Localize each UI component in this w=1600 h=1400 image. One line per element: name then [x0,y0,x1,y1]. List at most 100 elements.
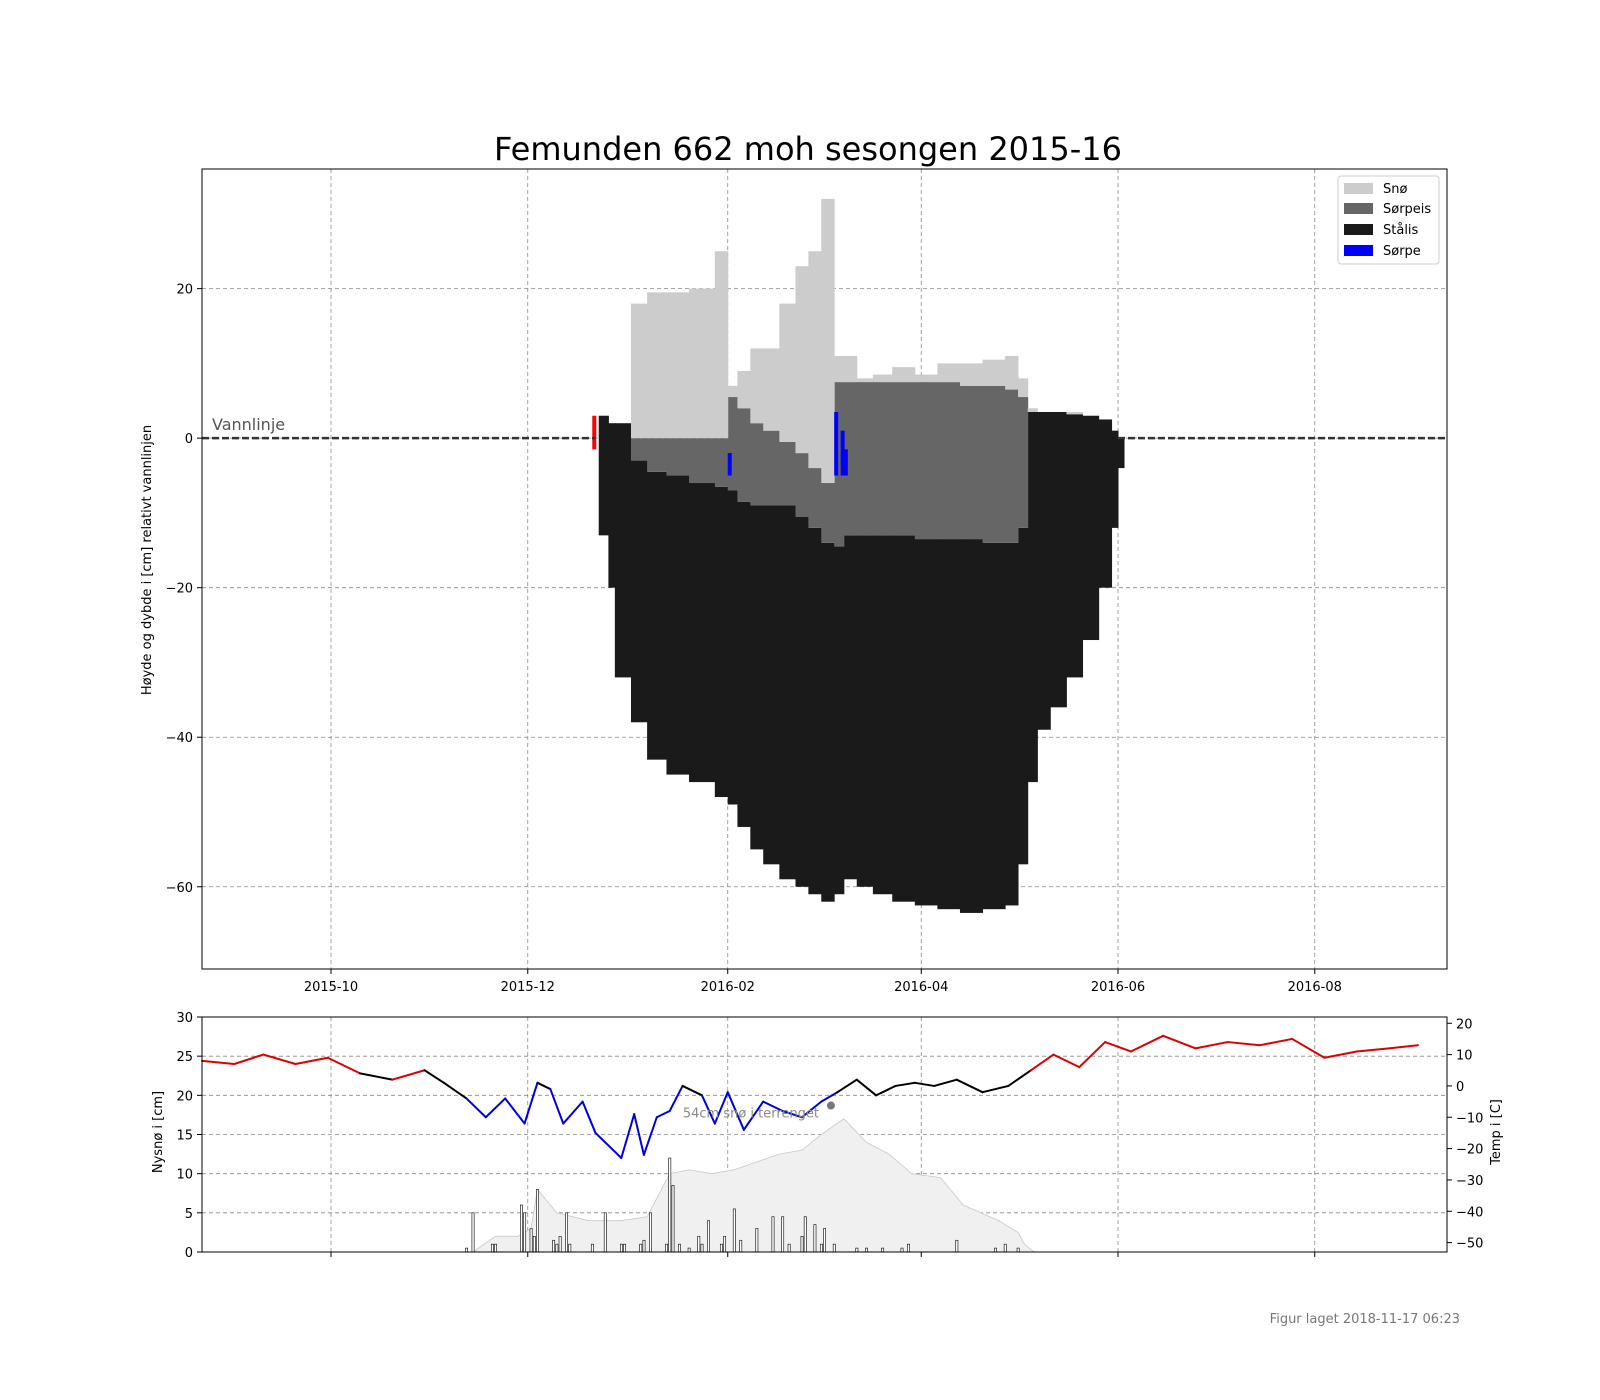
new-snow-bar-2016-02-28 [813,1224,817,1253]
bottom-y-tick-label-25: 25 [176,1050,193,1065]
temperature-segment-2015-08-22 [201,1059,236,1065]
new-snow-bar-2016-02-15 [771,1216,775,1253]
temperature-segment-2015-09-30 [326,1056,362,1075]
temperature-segment-2016-05-05 [1029,1053,1055,1072]
snow-segment-2016-01-07 [647,292,667,439]
sorpeis-segment-2016-04-06 [937,382,961,540]
new-snow-bar-2016-01-17 [678,1243,681,1253]
new-snow-bar-2015-12-25 [603,1212,607,1253]
temp-tick-label--20: −20 [1456,1143,1483,1158]
temperature-segment-2015-10-10 [359,1072,394,1081]
new-snow-bar-2016-02-18 [781,1216,785,1253]
main-ticks: 2015-10 2015-12 2016-02 2016-04 2016-06 2016-… [166,283,1342,995]
bottom-y-tick-label-10: 10 [176,1168,193,1183]
y-tick-label--20: −20 [166,582,193,597]
sorpe-bar-2016-03-08 [843,449,848,476]
bottom-marks [201,1034,1419,1253]
temperature-segment-2015-10-20 [391,1069,426,1081]
temperature-segment-2016-01-18 [681,1084,703,1097]
temperature-segment-2016-04-28 [1007,1069,1032,1087]
y-tick-label-20: 20 [176,283,193,298]
stalis-segment-2016-02-12 [763,505,780,865]
temperature-segment-2016-01-06 [642,1116,658,1156]
new-snow-bar-2015-12-11 [558,1236,562,1253]
temp-tick-label--40: −40 [1456,1205,1483,1220]
temperature-segment-2016-03-12 [855,1078,878,1097]
bottom-ticks: 0 5 10 15 20 25 30 −50 −40 −30 −20 −10 0 10 20 [176,1011,1483,1261]
new-snow-bar-2016-02-24 [800,1236,804,1253]
sorpeis-segment-2016-02-17 [779,441,796,506]
snow-segment-2016-03-23 [892,367,916,383]
new-snow-bar-2015-11-12 [465,1247,468,1253]
new-snow-bar-2015-12-04 [536,1189,539,1253]
sorpeis-segment-2016-02-26 [808,468,822,528]
new-snow-bar-2016-02-25 [803,1216,807,1253]
snow-segment-2016-03-12 [856,378,874,383]
new-snow-bar-2015-11-14 [471,1212,475,1253]
temperature-segment-2015-10-30 [423,1069,445,1084]
temperature-segment-2015-11-12 [465,1097,487,1119]
main-plot-frame [201,168,1448,970]
new-snow-bar-2016-01-20 [687,1247,691,1253]
new-snow-bar-2015-12-13 [565,1212,568,1253]
new-snow-bar-2016-01-30 [719,1243,723,1253]
legend-swatch-sno [1344,183,1373,194]
new-snow-bar-2016-04-27 [1003,1243,1007,1253]
snow-on-ground-area [471,1118,1036,1253]
sorpeis-segment-2016-01-20 [689,438,716,484]
temperature-segment-2016-04-20 [981,1084,1010,1094]
y-tick-label--40: −40 [166,731,193,746]
stalis-segment-2016-05-16 [1066,414,1084,678]
sorpeis-segment-2016-02-04 [737,408,751,502]
new-snow-bar-2016-03-20 [881,1247,885,1253]
snow-depth-marker [826,1101,835,1110]
sorpeis-segment-2016-02-01 [727,397,738,491]
new-snow-bar-2016-01-24 [700,1243,704,1253]
new-snow-bar-2016-01-14 [668,1157,672,1253]
sorpeis-segment-2016-01-13 [666,438,690,476]
stalis-segment-2016-05-11 [1050,411,1067,708]
stalis-segment-2016-03-17 [872,535,893,895]
stalis-segment-2016-04-13 [959,539,984,913]
x-tick-label-2016-08: 2016-08 [1288,980,1342,995]
new-snow-bar-2016-01-26 [707,1220,710,1253]
new-snow-bar-2016-01-06 [642,1239,646,1253]
bottom-plot-frame [201,1016,1448,1253]
temperature-segment-2016-01-24 [700,1094,716,1125]
stalis-segment-2016-04-27 [1005,542,1019,906]
new-snow-bar-2016-01-08 [649,1212,652,1253]
temperature-segment-2016-07-25 [1291,1037,1326,1059]
temperature-segment-2016-02-06 [742,1100,765,1131]
snow-segment-2016-03-05 [834,355,845,383]
sorpeis-segment-2016-01-28 [714,438,729,487]
temperature-segment-2015-11-24 [504,1097,526,1125]
temperature-segment-2015-11-30 [523,1081,539,1125]
new-snow-bar-2016-02-20 [787,1243,791,1253]
temperature-segment-2016-01-14 [668,1084,684,1112]
temperature-segment-2016-05-28 [1104,1041,1132,1053]
new-snow-bar-2016-02-05 [739,1239,743,1253]
bottom-grid [202,1017,1447,1252]
stalis-segment-2016-02-17 [779,505,796,880]
temperature-segment-2016-05-12 [1052,1053,1081,1069]
new-snow-bar-2016-01-05 [639,1243,643,1253]
stalis-segment-2016-02-08 [750,505,764,850]
snow-segment-2016-04-06 [937,363,961,383]
sorpe-bar-2016-03-07 [840,430,845,476]
snow-segment-2016-03-01 [821,198,835,484]
stalis-segment-2016-02-04 [737,501,751,827]
ice-start-marker [592,415,597,450]
temperature-segment-2016-02-18 [781,1110,803,1119]
new-snow-bar-2016-01-31 [723,1236,727,1253]
temp-tick-label--30: −30 [1456,1174,1483,1189]
stalis-segment-2016-03-05 [834,546,845,895]
sorpeis-segment-2016-03-12 [856,382,874,536]
temperature-segment-2015-12-22 [594,1131,610,1147]
temperature-segment-2016-02-12 [762,1100,784,1112]
legend-label-stalis: Stålis [1383,223,1419,238]
legend-swatch-sorpe [1344,245,1373,256]
stalis-segment-2016-03-12 [856,535,874,887]
new-snow-bar-2015-12-30 [620,1243,623,1253]
stalis-segment-2016-01-28 [714,486,729,798]
